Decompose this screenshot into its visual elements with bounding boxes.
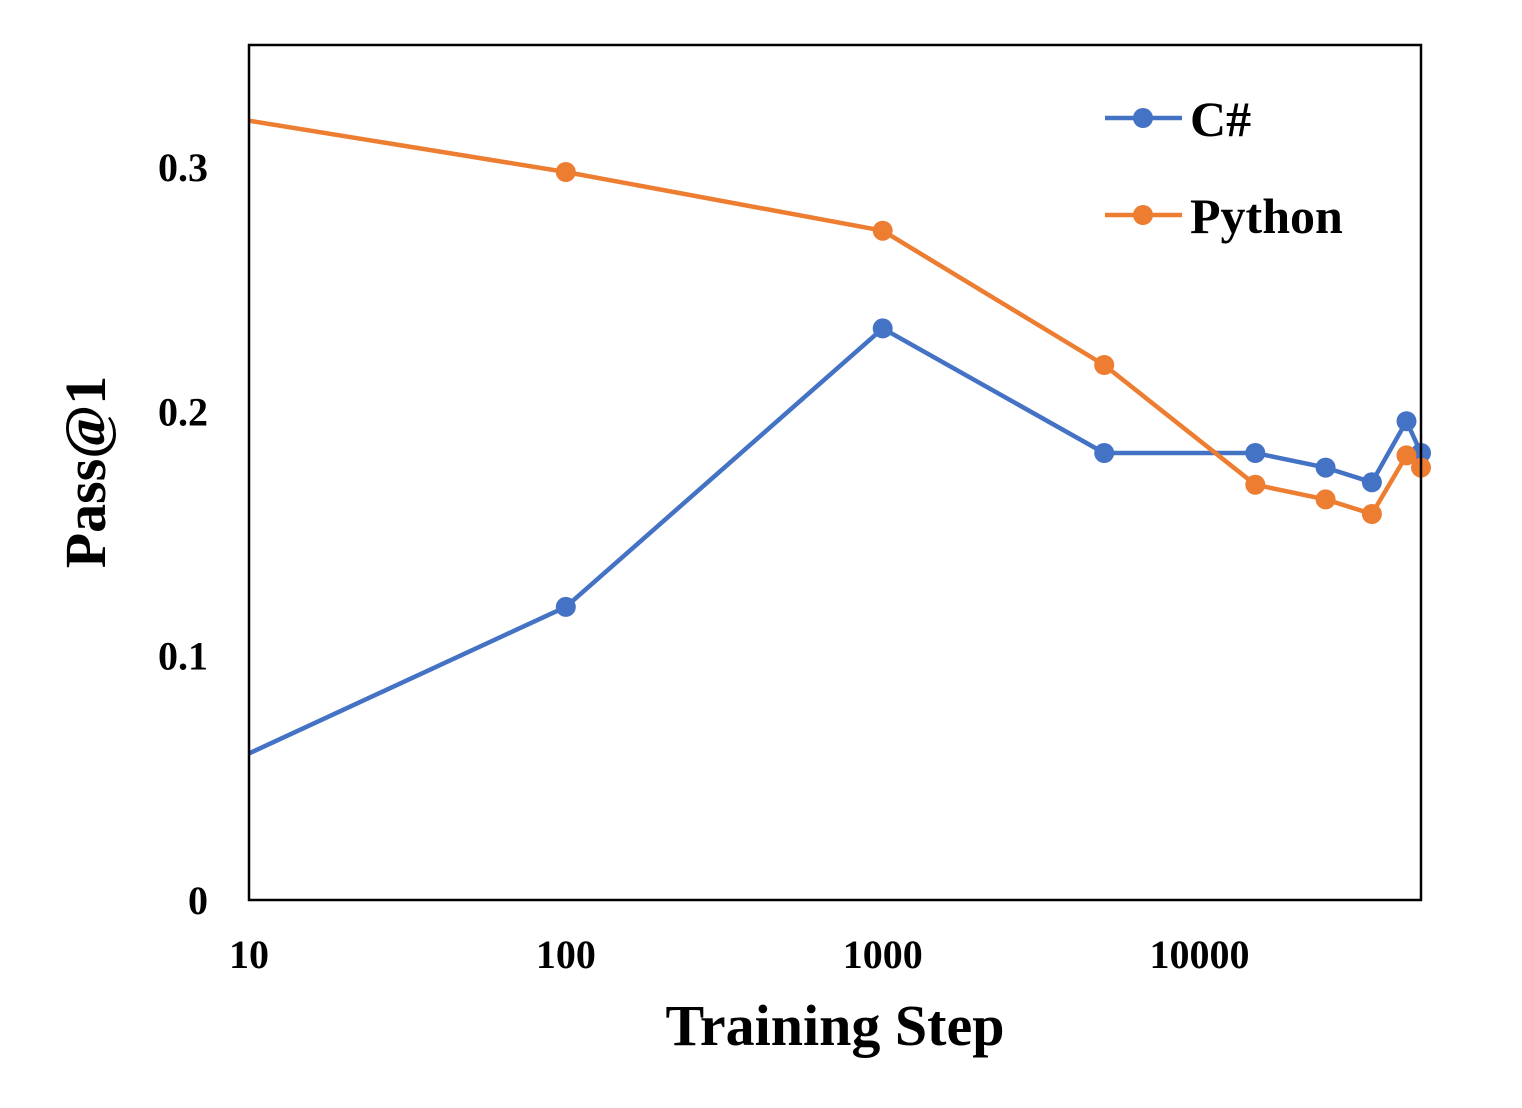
x-axis-title: Training Step	[666, 993, 1005, 1058]
y-tick-label: 0	[188, 878, 208, 923]
y-tick-label: 0.1	[158, 634, 208, 679]
series-c-sharp	[248, 318, 1431, 756]
y-tick-label: 0.2	[158, 389, 208, 434]
series-layer	[248, 118, 1431, 756]
data-point-c-sharp	[1361, 472, 1382, 493]
data-point-c-sharp	[555, 596, 576, 617]
data-point-python	[872, 220, 893, 241]
legend-item-c-sharp: C#	[1105, 91, 1251, 147]
data-point-python	[1315, 489, 1336, 510]
data-point-python	[555, 162, 576, 182]
data-point-c-sharp	[1315, 457, 1336, 478]
legend-marker	[1133, 205, 1153, 225]
legend-label: C#	[1190, 91, 1251, 147]
data-point-python	[1245, 474, 1266, 495]
data-point-c-sharp	[1245, 443, 1266, 463]
data-point-python	[1361, 504, 1382, 524]
data-point-python	[1094, 355, 1115, 375]
x-tick-label: 100	[536, 932, 596, 977]
legend-item-python: Python	[1105, 188, 1343, 244]
y-tick-labels: 0 0.1 0.2 0.3	[158, 145, 208, 923]
legend: C# Python	[1105, 91, 1343, 244]
legend-marker	[1133, 108, 1153, 128]
x-tick-label: 1000	[843, 932, 923, 977]
legend-label: Python	[1190, 188, 1343, 244]
x-tick-labels: 10 100 1000 10000	[229, 932, 1250, 977]
data-point-python	[1396, 445, 1417, 466]
data-point-c-sharp	[872, 318, 893, 339]
plot-frame	[247, 43, 1423, 902]
x-tick-label: 10	[229, 932, 269, 977]
y-axis-title: Pass@1	[53, 376, 118, 569]
data-point-c-sharp	[1094, 443, 1115, 463]
data-point-c-sharp	[1396, 411, 1417, 432]
y-tick-label: 0.3	[158, 145, 208, 190]
x-tick-label: 10000	[1150, 932, 1250, 977]
